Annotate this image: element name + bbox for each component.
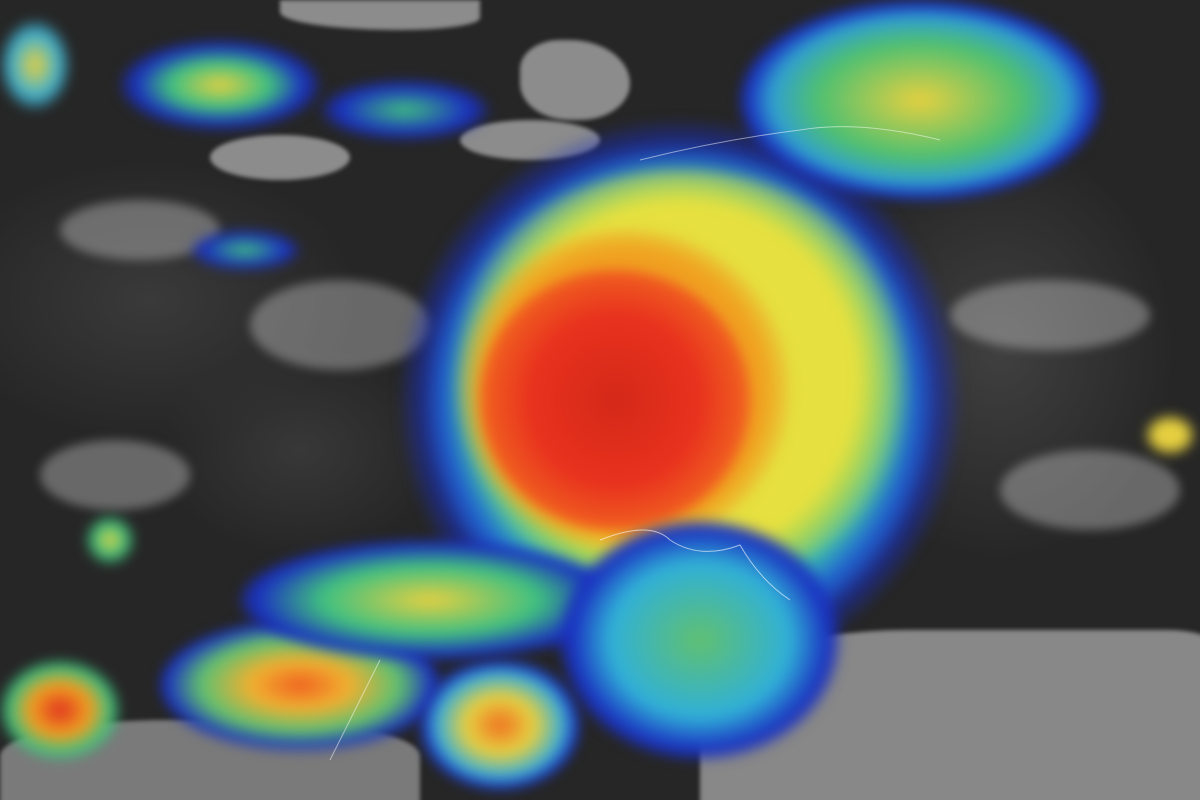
cloud-cell-west [190, 230, 300, 270]
cloud-cell-west-2 [85, 515, 135, 565]
cloud-band-south-mid [240, 540, 620, 660]
land-haiti [520, 40, 630, 120]
cloud-wisp [1000, 450, 1180, 530]
cloud-cell-north [120, 40, 320, 130]
cloud-band-south [420, 660, 580, 790]
cloud-wisp [40, 440, 190, 510]
cloud-cell-northwest [0, 20, 70, 110]
storm-core [480, 270, 750, 530]
cloud-wisp [950, 280, 1150, 350]
cloud-band-southeast [560, 520, 840, 760]
cloud-cell-north-2 [320, 80, 490, 140]
cloud-wisp [250, 280, 430, 370]
land-jamaica [210, 135, 350, 180]
cloud-band-northeast [740, 0, 1100, 200]
cloud-cell-far-southwest [0, 660, 120, 760]
cloud-cell-east [1145, 415, 1195, 455]
